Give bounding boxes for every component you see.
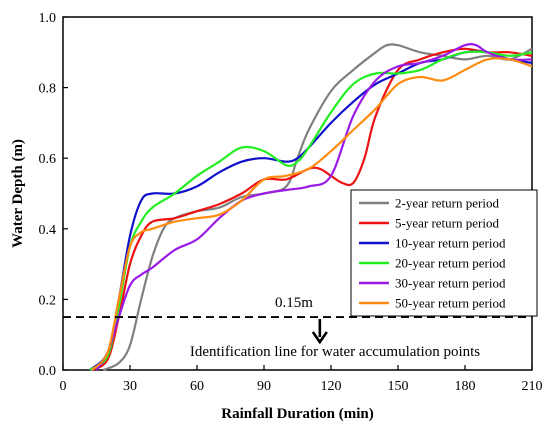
legend-label-4: 20-year return period	[395, 256, 506, 271]
legend-label-2: 5-year return period	[395, 216, 499, 231]
series-lines	[89, 43, 533, 372]
x-axis: 0 30 60 90 120 150 180 210	[60, 365, 543, 394]
series-line-4	[89, 50, 533, 371]
y-tick-label: 1.0	[39, 11, 57, 26]
series-line-2	[91, 47, 533, 371]
legend-label-6: 50-year return period	[395, 296, 506, 311]
legend-box	[350, 189, 538, 317]
x-tick-label: 30	[123, 379, 137, 394]
y-tick-label: 0.6	[39, 152, 57, 167]
legend-label-1: 2-year return period	[395, 196, 499, 211]
x-tick-label: 60	[190, 379, 204, 394]
annotation-arrow-head	[311, 331, 328, 345]
y-axis: 0.0 0.2 0.4 0.6 0.8 1.0	[39, 11, 68, 379]
reference-line-label: 0.15m	[275, 295, 313, 311]
reference-line-group: 0.15m Identification line for water accum…	[63, 295, 532, 360]
y-tick-label: 0.4	[39, 223, 57, 238]
series-line-5	[95, 43, 533, 371]
y-tick-label: 0.2	[39, 293, 57, 308]
legend-label-3: 10-year return period	[395, 236, 506, 251]
x-tick-label: 180	[455, 379, 476, 394]
x-axis-title: Rainfall Duration (min)	[221, 406, 374, 422]
y-tick-label: 0.0	[39, 364, 57, 379]
x-tick-label: 0	[60, 379, 67, 394]
x-tick-label: 120	[321, 379, 342, 394]
legend-label-5: 30-year return period	[395, 276, 506, 291]
x-tick-label: 150	[388, 379, 409, 394]
annotation-text: Identification line for water accumulati…	[190, 344, 480, 360]
y-tick-label: 0.8	[39, 82, 57, 97]
legend: 2-year return period 5-year return period…	[350, 189, 538, 317]
series-line-6	[91, 57, 533, 371]
y-axis-title: Water Depth (m)	[10, 139, 26, 248]
x-tick-label: 90	[257, 379, 271, 394]
x-tick-label: 210	[522, 379, 543, 394]
